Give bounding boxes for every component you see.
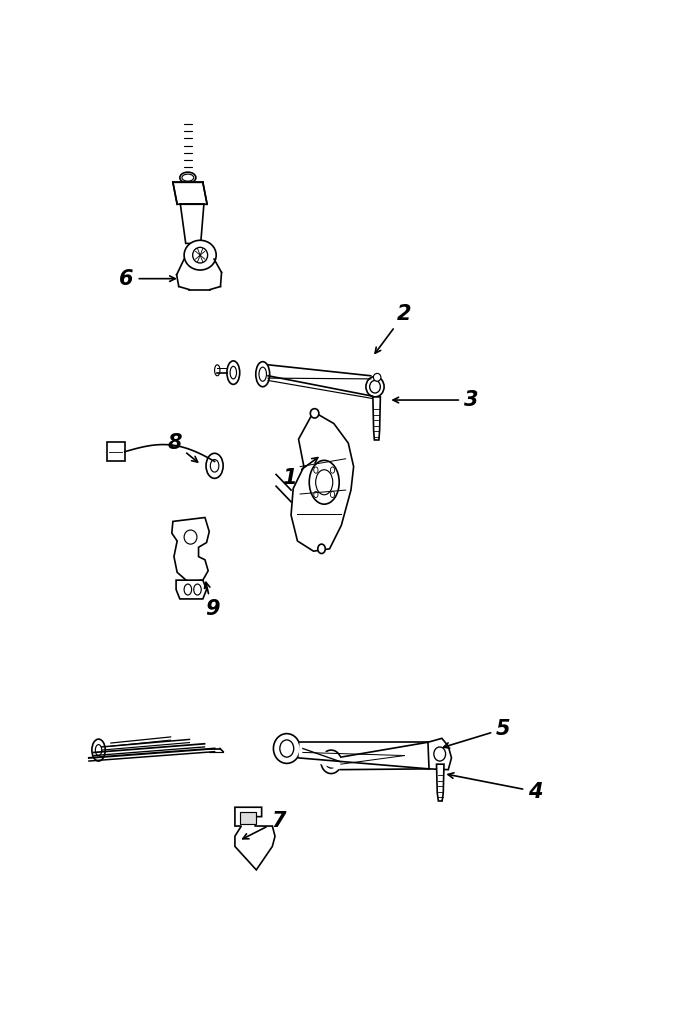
Ellipse shape xyxy=(227,361,239,384)
Circle shape xyxy=(184,584,192,595)
Ellipse shape xyxy=(184,240,216,271)
Ellipse shape xyxy=(318,544,325,553)
Ellipse shape xyxy=(95,744,101,756)
Ellipse shape xyxy=(193,247,208,263)
Polygon shape xyxy=(172,518,209,582)
Ellipse shape xyxy=(321,751,342,774)
Polygon shape xyxy=(173,182,207,204)
Polygon shape xyxy=(176,580,206,599)
Ellipse shape xyxy=(230,366,237,379)
Ellipse shape xyxy=(373,373,381,381)
Polygon shape xyxy=(299,742,429,770)
Circle shape xyxy=(210,460,219,472)
Polygon shape xyxy=(235,807,275,870)
Text: 3: 3 xyxy=(393,391,479,410)
Text: 6: 6 xyxy=(119,268,175,289)
Circle shape xyxy=(314,491,318,497)
Ellipse shape xyxy=(366,376,384,397)
Polygon shape xyxy=(373,397,380,440)
Ellipse shape xyxy=(215,365,220,375)
Circle shape xyxy=(309,461,339,504)
Bar xyxy=(106,442,125,461)
Text: 7: 7 xyxy=(243,811,286,839)
Polygon shape xyxy=(437,764,444,801)
Text: 5: 5 xyxy=(444,719,511,749)
Ellipse shape xyxy=(326,756,337,768)
Ellipse shape xyxy=(92,739,106,761)
Ellipse shape xyxy=(370,380,380,393)
Text: 8: 8 xyxy=(167,433,197,462)
Polygon shape xyxy=(291,412,353,551)
Ellipse shape xyxy=(184,530,197,544)
Text: 4: 4 xyxy=(448,773,543,801)
Text: 9: 9 xyxy=(204,583,219,619)
Text: 2: 2 xyxy=(375,304,412,353)
Circle shape xyxy=(315,470,333,495)
Circle shape xyxy=(331,467,335,473)
Ellipse shape xyxy=(310,409,319,418)
Ellipse shape xyxy=(180,172,196,183)
Polygon shape xyxy=(428,738,451,770)
Bar xyxy=(240,812,256,825)
Ellipse shape xyxy=(256,362,270,386)
Circle shape xyxy=(331,491,335,497)
Circle shape xyxy=(314,467,318,473)
Circle shape xyxy=(194,584,201,595)
Text: 1: 1 xyxy=(282,458,318,488)
Circle shape xyxy=(206,454,223,478)
Ellipse shape xyxy=(259,367,266,381)
Ellipse shape xyxy=(434,746,446,761)
Ellipse shape xyxy=(280,740,294,757)
Polygon shape xyxy=(180,204,204,243)
Ellipse shape xyxy=(273,733,300,764)
